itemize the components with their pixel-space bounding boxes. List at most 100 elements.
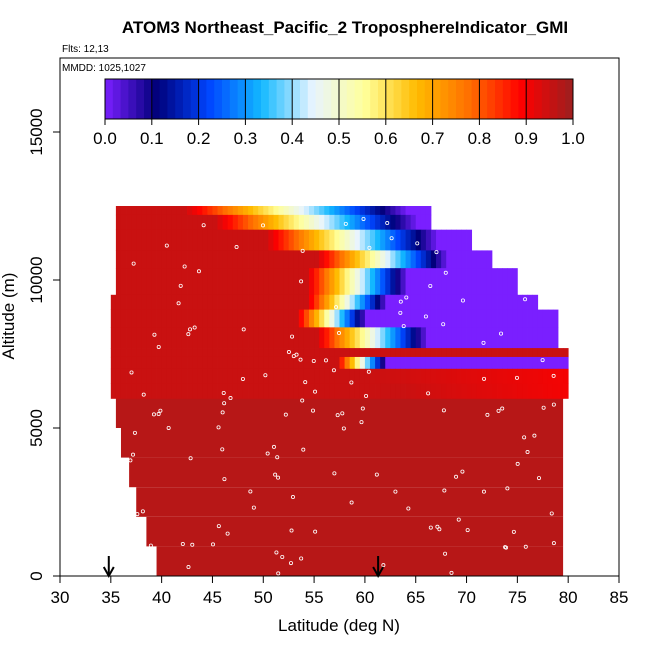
data-cell [405,268,412,296]
data-cell [380,383,386,399]
data-cell [547,356,554,370]
sample-point [288,561,293,566]
colorbar-cell [315,79,324,119]
data-cell [293,268,300,296]
sample-point [515,461,520,466]
data-cell [110,368,117,384]
data-cell [126,348,132,358]
data-cell [207,383,213,399]
sample-point [286,350,291,355]
colorbar-cell [261,79,270,119]
data-cell [115,383,122,399]
data-cell [395,229,401,251]
data-cell [354,356,361,370]
data-cell [293,368,300,384]
data-cell [151,206,157,216]
colorbar-cell [534,79,543,119]
data-cell [156,214,163,231]
data-cell [268,327,274,349]
data-cell [512,368,518,384]
data-cell [131,327,137,349]
sample-point [263,373,268,378]
data-cell [176,268,183,296]
sample-point [299,556,304,561]
colorbar-cell [323,79,332,119]
data-cell [120,206,127,216]
data-cell [375,206,381,216]
data-cell [258,309,264,328]
sample-point [542,229,547,234]
sample-point [290,495,295,500]
data-cell [481,309,488,328]
data-cell [481,327,488,349]
data-cell [430,250,437,269]
data-cell [278,206,284,216]
data-cell [187,327,193,349]
data-cell [364,229,371,251]
data-cell [181,206,188,216]
data-cell [364,268,371,296]
data-cell [375,368,381,384]
data-cell [491,368,498,384]
data-cell [364,368,371,384]
data-cell [278,229,284,251]
colorbar-tick-label: 1.0 [561,129,585,148]
data-cell [369,294,376,310]
sample-point [437,527,442,532]
sample-point [398,299,403,304]
colorbar-cell [183,79,192,119]
data-cell [217,214,224,231]
data-cell [268,268,274,296]
data-cell [120,229,127,251]
colorbar-cell [401,79,410,119]
data-cell [359,229,366,251]
data-cell [522,368,528,384]
data-cell [349,294,356,310]
sample-point [135,512,140,517]
data-cell [303,368,310,384]
data-cell [212,309,218,328]
data-cell [537,327,544,349]
data-cell [395,327,401,349]
data-cell [359,383,366,399]
sample-point [551,541,556,546]
sample-point [415,241,420,246]
sample-point [141,392,146,397]
data-cell [441,309,447,328]
chart-title: ATOM3 Northeast_Pacific_2 TroposphereInd… [122,18,568,37]
data-cell [232,206,239,216]
data-cell [187,383,193,399]
data-cell [192,268,198,296]
data-cell [263,229,269,251]
data-cell [258,206,264,216]
data-cell [532,368,539,384]
x-tick-label: 45 [203,588,222,607]
data-cell [146,309,152,328]
data-cell [471,383,478,399]
data-cell [400,268,406,296]
sample-point [341,426,346,431]
data-cell [232,229,239,251]
data-cell [512,294,518,310]
data-cell [120,268,127,296]
data-cell [339,309,345,328]
colorbar-cell [393,79,402,119]
data-cell [502,356,508,370]
sample-point [442,488,447,493]
data-cell [461,383,467,399]
data-cell [430,368,437,384]
data-cell [146,327,152,349]
data-cell [542,309,549,328]
data-cell [227,356,234,370]
data-cell [146,214,152,231]
data-cell [258,294,264,310]
data-cell [268,250,274,269]
data-cell [395,214,401,231]
data-cell [248,250,254,269]
data-cell [232,309,239,328]
data-cell [507,309,513,328]
colorbar-cell [409,79,418,119]
data-cell [212,206,218,216]
sample-point [188,327,193,332]
sample-point [361,216,366,221]
